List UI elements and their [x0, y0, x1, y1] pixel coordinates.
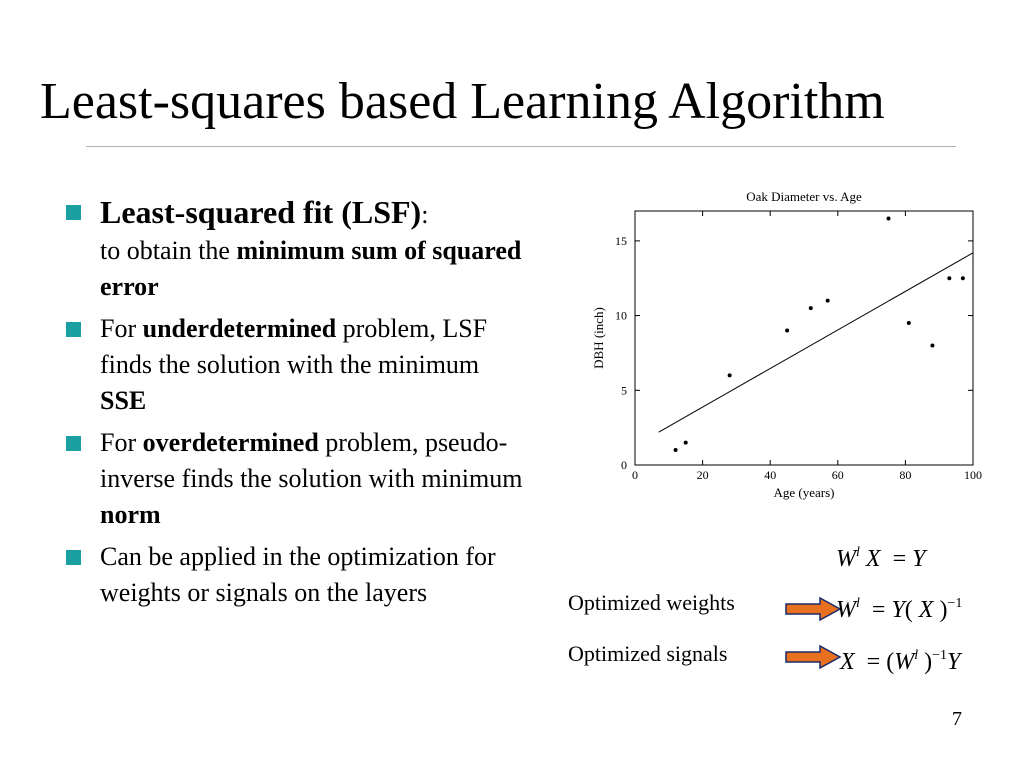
bullet-underdetermined-text1: For — [100, 314, 143, 343]
data-point — [947, 276, 952, 281]
bullet-list: Least-squared fit (LSF): to obtain the m… — [66, 194, 526, 617]
bullet-overdetermined-norm: norm — [100, 500, 161, 529]
eq2-layer: l — [856, 596, 860, 611]
y-tick-label: 15 — [615, 234, 627, 248]
bullet-lsf-colon: : — [421, 200, 429, 229]
eq3-y: Y — [947, 649, 961, 675]
bullet-optimization: Can be applied in the optimization for w… — [66, 539, 526, 611]
equation-weights: Wl = Y( X )−1 — [836, 596, 962, 624]
eq3-equals: = — [866, 649, 881, 675]
eq1-y: Y — [912, 546, 926, 572]
data-point — [727, 373, 732, 378]
y-tick-label: 0 — [621, 458, 627, 472]
eq1-layer: l — [856, 545, 860, 560]
page-number: 7 — [952, 708, 962, 730]
data-point — [886, 216, 891, 221]
x-tick-label: 60 — [832, 468, 844, 482]
bullet-underdetermined-text2: problem, LSF finds the solution with the… — [100, 314, 488, 379]
eq2-rparen: ) — [939, 597, 948, 623]
title-divider — [86, 146, 956, 147]
data-point — [683, 440, 688, 445]
x-tick-label: 40 — [764, 468, 776, 482]
bullet-underdetermined-sse: SSE — [100, 386, 147, 415]
weights-arrow-icon — [785, 596, 842, 622]
eq1-x: X — [865, 546, 881, 572]
data-point — [930, 343, 935, 348]
slide-title: Least-squares based Learning Algorithm — [40, 73, 885, 130]
eq3-w: W — [894, 649, 915, 675]
data-point — [906, 321, 911, 326]
data-point — [785, 328, 790, 333]
eq2-w: W — [836, 597, 856, 623]
data-point — [808, 306, 813, 311]
x-axis-label: Age (years) — [774, 485, 835, 500]
eq2-equals: = — [871, 597, 886, 623]
equation-signals: X = (Wl )−1Y — [840, 648, 960, 676]
eq1-equals: = — [892, 546, 907, 572]
x-tick-label: 100 — [964, 468, 982, 482]
data-point — [960, 276, 965, 281]
x-tick-label: 20 — [697, 468, 709, 482]
bullet-lsf-emphasis: minimum sum of squared error — [100, 236, 522, 301]
eq2-y: Y — [891, 597, 905, 623]
data-point — [825, 298, 830, 303]
bullet-lsf: Least-squared fit (LSF): to obtain the m… — [66, 194, 526, 305]
y-tick-label: 10 — [615, 309, 627, 323]
bullet-underdetermined-emphasis: underdetermined — [142, 314, 337, 343]
oak-scatter-chart: Oak Diameter vs. Age 0 20 40 60 80 100051015 … — [591, 189, 982, 500]
bullet-overdetermined-emphasis: overdetermined — [142, 428, 319, 457]
eq3-lparen: ( — [886, 649, 895, 675]
eq2-exponent: −1 — [947, 596, 963, 611]
chart-title: Oak Diameter vs. Age — [746, 189, 862, 204]
y-tick-label: 5 — [621, 383, 627, 397]
optimized-signals-label: Optimized signals — [568, 641, 728, 666]
eq2-lparen: ( — [904, 597, 913, 623]
bullet-optimization-text: Can be applied in the optimization for w… — [100, 542, 496, 607]
data-point — [673, 448, 678, 453]
equation-forward: Wl X = Y — [836, 545, 925, 573]
bullet-square-icon — [66, 205, 81, 220]
y-axis-label: DBH (inch) — [591, 307, 606, 369]
fit-line — [658, 252, 974, 433]
chart-frame — [634, 210, 974, 466]
bullet-underdetermined: For underdetermined problem, LSF finds t… — [66, 311, 526, 419]
bullet-lsf-text: to obtain the — [100, 236, 237, 265]
bullet-square-icon — [66, 550, 81, 565]
bullet-square-icon — [66, 322, 81, 337]
x-tick-label: 0 — [632, 468, 638, 482]
bullet-square-icon — [66, 436, 81, 451]
eq3-x: X — [840, 649, 855, 675]
signals-arrow-icon — [785, 644, 842, 670]
eq3-exponent: −1 — [932, 648, 948, 663]
bullet-overdetermined-text2: problem, pseudo-inverse finds the soluti… — [100, 428, 523, 493]
eq3-rparen: ) — [924, 649, 933, 675]
eq2-x: X — [918, 597, 934, 623]
bullet-overdetermined: For overdetermined problem, pseudo-inver… — [66, 425, 526, 533]
eq3-layer: l — [914, 648, 919, 663]
bullet-lsf-heading: Least-squared fit (LSF) — [100, 194, 422, 230]
x-tick-label: 80 — [899, 468, 911, 482]
optimized-weights-label: Optimized weights — [568, 590, 735, 615]
bullet-overdetermined-text1: For — [100, 428, 143, 457]
eq1-w: W — [836, 546, 856, 572]
